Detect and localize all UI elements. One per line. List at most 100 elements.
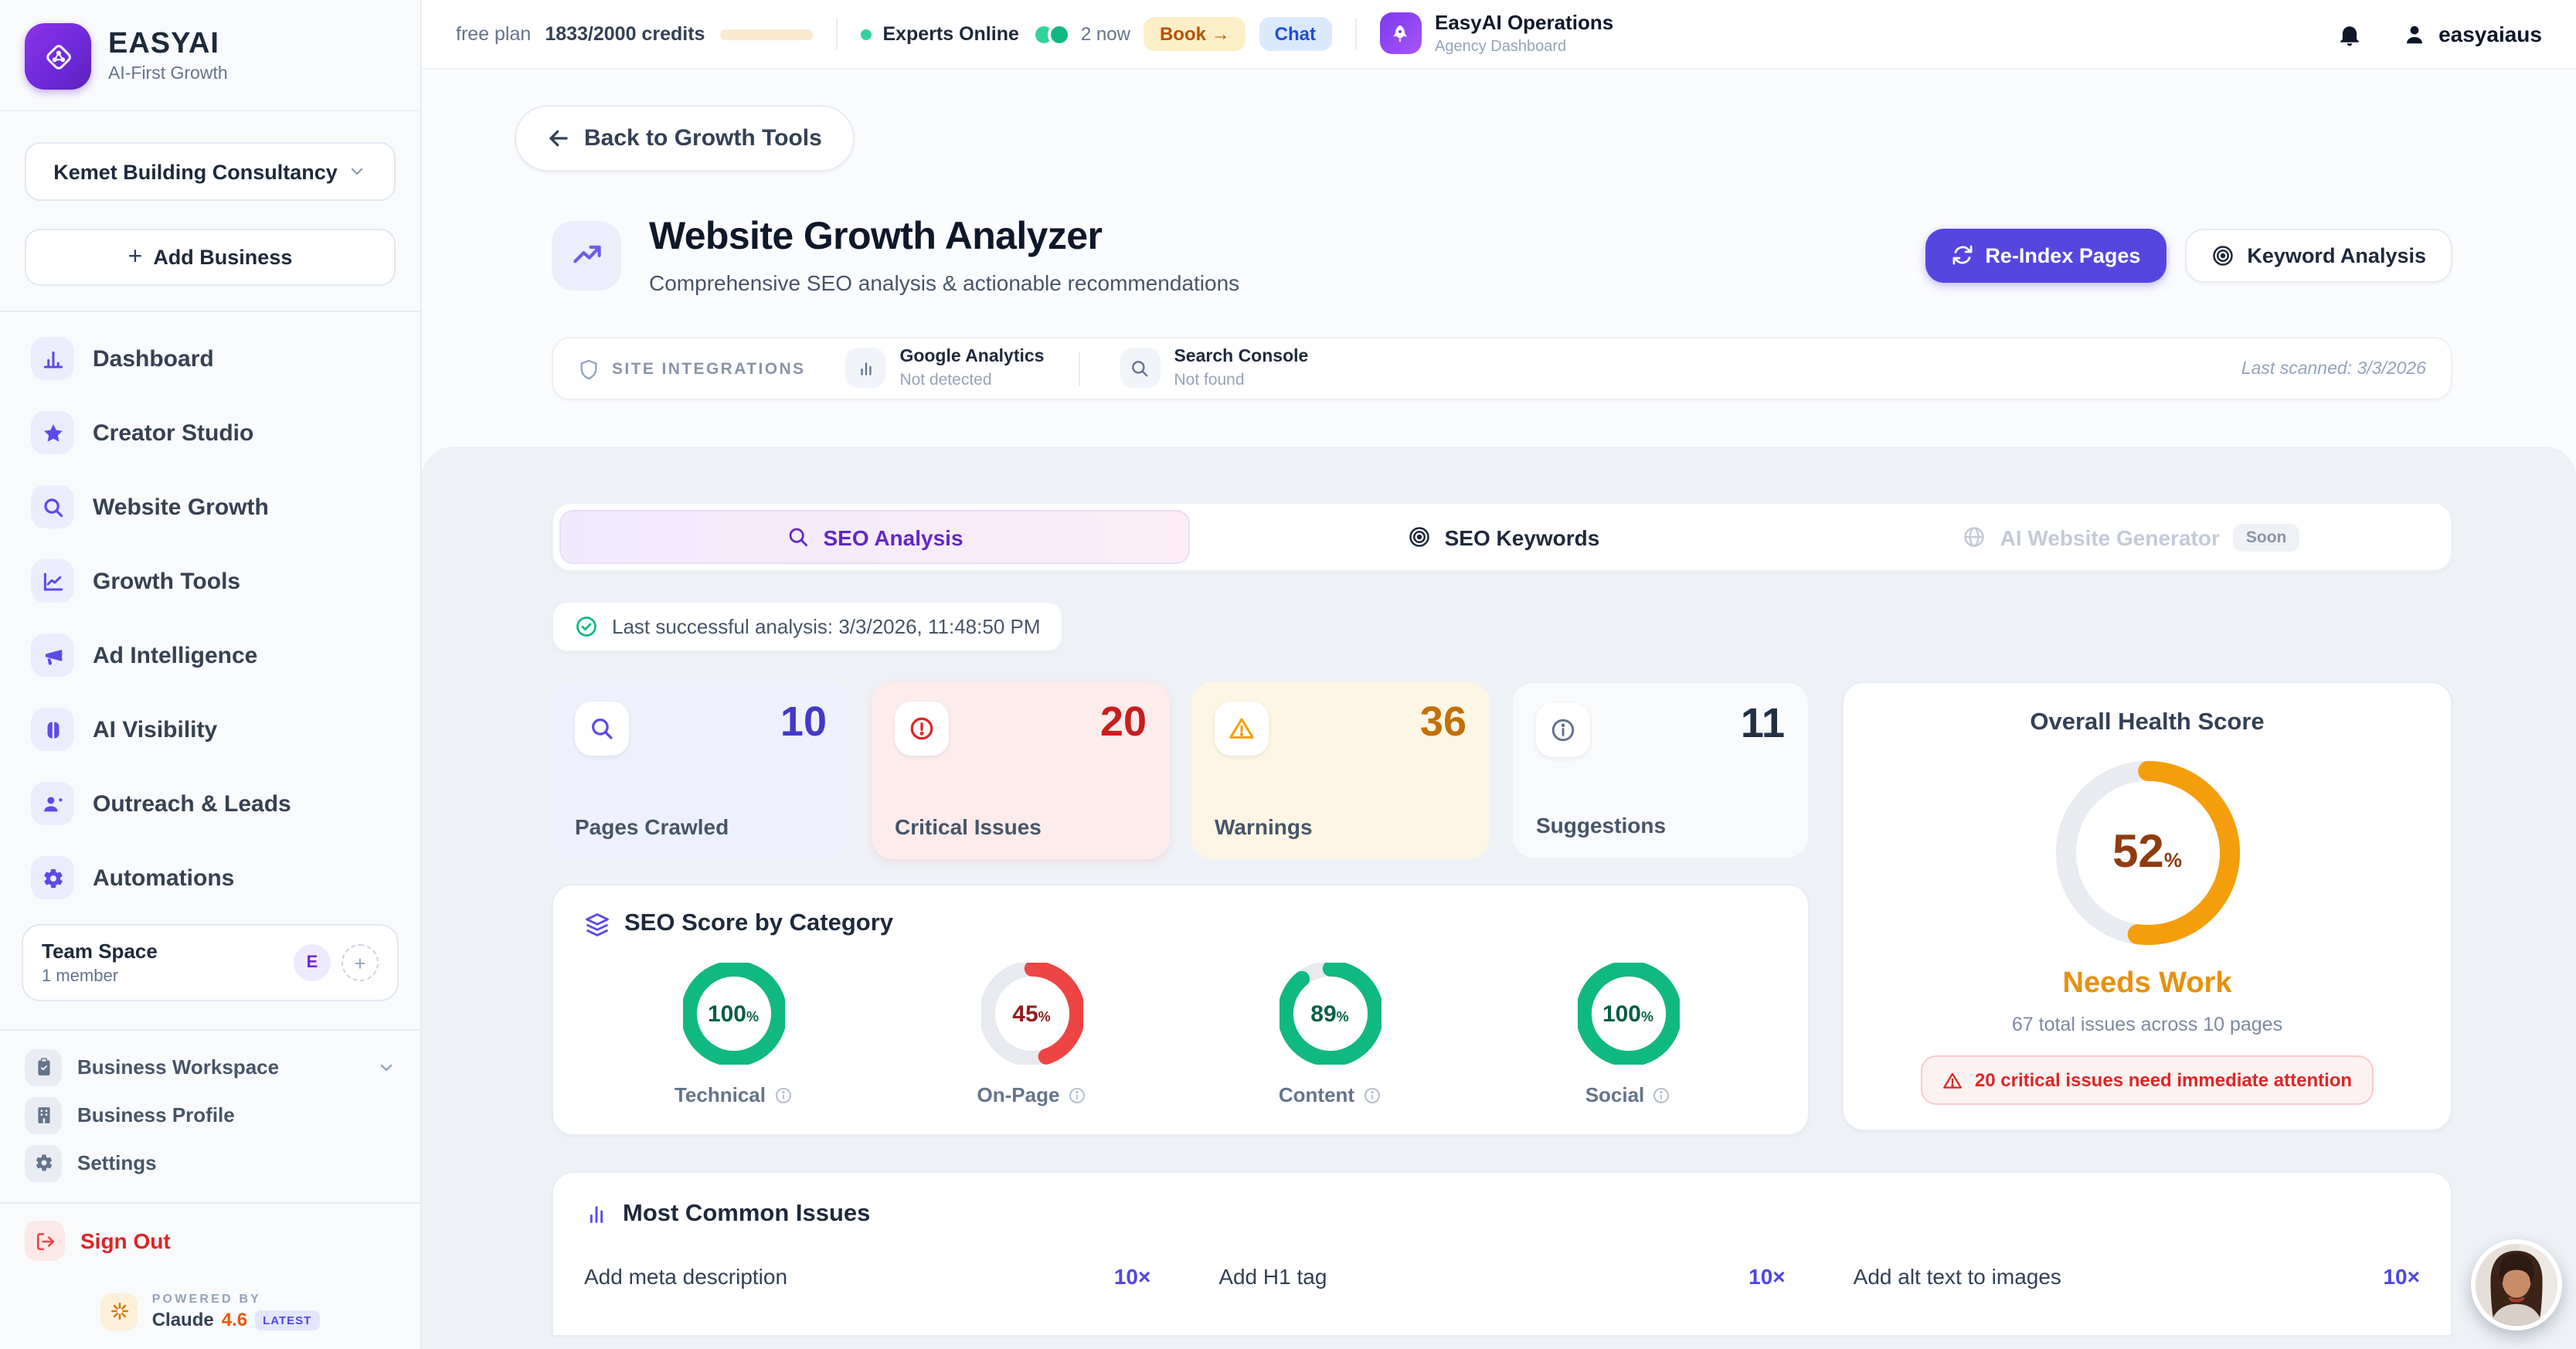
claude-version: 4.6 bbox=[221, 1309, 248, 1330]
sign-out-label: Sign Out bbox=[80, 1228, 171, 1253]
sidebar-item-label: Business Workspace bbox=[77, 1055, 280, 1079]
sidebar-item-label: Business Profile bbox=[77, 1103, 235, 1126]
sidebar-item-growth-tools[interactable]: Growth Tools bbox=[19, 550, 402, 612]
user-menu[interactable]: easyaiaus bbox=[2403, 22, 2542, 46]
health-summary: 67 total issues across 10 pages bbox=[2011, 1014, 2283, 1035]
layers-icon bbox=[586, 912, 609, 936]
sidebar-divider bbox=[0, 311, 420, 312]
integration-google-analytics: Google Analytics Not detected bbox=[845, 348, 1044, 389]
sidebar-item-settings[interactable]: Settings bbox=[25, 1139, 396, 1187]
sidebar-item-ad-intelligence[interactable]: Ad Intelligence bbox=[19, 624, 402, 686]
notifications-button[interactable] bbox=[2336, 21, 2363, 47]
user-plus-icon bbox=[31, 782, 74, 825]
info-icon[interactable] bbox=[773, 1086, 792, 1104]
category-content: 89% Content bbox=[1181, 963, 1479, 1106]
issue-item: Add alt text to images 10× bbox=[1854, 1264, 2420, 1289]
credits-label: 1833/2000 credits bbox=[545, 23, 705, 45]
integration-name: Google Analytics bbox=[899, 348, 1045, 367]
warning-triangle-icon bbox=[1942, 1072, 1962, 1088]
page-title: Website Growth Analyzer bbox=[649, 215, 1103, 258]
chat-button[interactable]: Chat bbox=[1259, 17, 1331, 51]
sign-out-button[interactable]: Sign Out bbox=[25, 1221, 396, 1261]
info-circle-icon bbox=[1536, 703, 1590, 757]
integration-status: Not found bbox=[1174, 370, 1245, 389]
sidebar-item-label: Automations bbox=[93, 865, 235, 891]
issue-item: Add H1 tag 10× bbox=[1218, 1264, 1785, 1289]
issue-label: Add meta description bbox=[584, 1264, 788, 1289]
experts-now-count: 2 now bbox=[1080, 23, 1130, 45]
donut-unit: % bbox=[1641, 1008, 1654, 1024]
latest-badge: LATEST bbox=[255, 1310, 320, 1330]
tab-seo-analysis[interactable]: SEO Analysis bbox=[559, 510, 1190, 564]
search-icon bbox=[1120, 348, 1161, 389]
donut-value: 100 bbox=[1602, 1001, 1641, 1027]
sidebar-item-dashboard[interactable]: Dashboard bbox=[19, 328, 402, 389]
support-chat-avatar[interactable] bbox=[2471, 1239, 2562, 1330]
workspace-section: Business Workspace Business Profile Sett… bbox=[0, 1031, 420, 1187]
add-member-button[interactable]: + bbox=[342, 944, 379, 981]
info-icon[interactable] bbox=[1362, 1086, 1381, 1104]
sidebar-item-business-workspace[interactable]: Business Workspace bbox=[25, 1043, 396, 1091]
stat-label: Suggestions bbox=[1536, 813, 1667, 838]
refresh-icon bbox=[1952, 245, 1972, 265]
chart-line-icon bbox=[31, 559, 74, 603]
claude-logo-icon bbox=[100, 1293, 138, 1330]
sidebar-item-outreach-leads[interactable]: Outreach & Leads bbox=[19, 773, 402, 834]
tab-ai-website-generator[interactable]: AI Website Generator Soon bbox=[1817, 510, 2445, 564]
sidebar-item-label: Ad Intelligence bbox=[93, 642, 258, 668]
sidebar-item-automations[interactable]: Automations bbox=[19, 847, 402, 909]
team-member-avatar: E bbox=[294, 944, 331, 981]
brain-icon bbox=[31, 708, 74, 751]
sidebar-item-label: Website Growth bbox=[93, 494, 269, 520]
info-icon[interactable] bbox=[1067, 1086, 1086, 1104]
org-subtitle: Agency Dashboard bbox=[1435, 38, 1567, 56]
integrations-label: SITE INTEGRATIONS bbox=[612, 359, 806, 378]
keyword-analysis-button[interactable]: Keyword Analysis bbox=[2185, 228, 2452, 282]
reindex-pages-button[interactable]: Re-Index Pages bbox=[1925, 228, 2167, 282]
donut-value: 45 bbox=[1012, 1001, 1038, 1027]
sidebar-item-creator-studio[interactable]: Creator Studio bbox=[19, 402, 402, 464]
star-icon bbox=[31, 411, 74, 454]
last-scanned: Last scanned: 3/3/2026 bbox=[2241, 359, 2426, 378]
back-button[interactable]: Back to Growth Tools bbox=[515, 105, 855, 172]
gear-icon bbox=[31, 856, 74, 899]
issues-list: Add meta description 10× Add H1 tag 10× … bbox=[584, 1264, 2420, 1289]
sidebar-nav: Dashboard Creator Studio Website Growth … bbox=[0, 312, 420, 921]
stat-label: Pages Crawled bbox=[575, 814, 729, 839]
issue-item: Add meta description 10× bbox=[584, 1264, 1150, 1289]
expert-avatar bbox=[1048, 22, 1072, 46]
sidebar-item-label: AI Visibility bbox=[93, 716, 218, 742]
last-analysis-pill: Last successful analysis: 3/3/2026, 11:4… bbox=[552, 601, 1064, 652]
org-switcher[interactable]: EasyAI Operations Agency Dashboard bbox=[1379, 12, 1613, 56]
sidebar-item-ai-visibility[interactable]: AI Visibility bbox=[19, 698, 402, 760]
category-social: 100% Social bbox=[1479, 963, 1777, 1106]
business-selector[interactable]: Kemet Building Consultancy bbox=[25, 142, 396, 201]
username: easyaiaus bbox=[2438, 22, 2542, 46]
integration-search-console: Search Console Not found bbox=[1120, 348, 1308, 389]
sidebar-item-business-profile[interactable]: Business Profile bbox=[25, 1091, 396, 1139]
sidebar-item-label: Outreach & Leads bbox=[93, 790, 291, 817]
donut-value: 89 bbox=[1310, 1001, 1337, 1027]
sidebar-item-label: Settings bbox=[77, 1151, 157, 1174]
plan-label: free plan bbox=[456, 23, 532, 45]
book-button[interactable]: Book → bbox=[1144, 17, 1246, 51]
experts-avatars bbox=[1032, 22, 1072, 46]
add-business-button[interactable]: + Add Business bbox=[25, 229, 396, 286]
check-circle-icon bbox=[576, 617, 596, 637]
search-icon bbox=[31, 485, 74, 528]
topbar: free plan 1833/2000 credits Experts Onli… bbox=[422, 0, 2576, 70]
tab-seo-keywords[interactable]: SEO Keywords bbox=[1190, 510, 1817, 564]
stat-card-critical-issues: 20 Critical Issues bbox=[872, 681, 1170, 859]
stat-label: Warnings bbox=[1215, 814, 1313, 839]
sidebar-divider bbox=[0, 1202, 420, 1204]
topbar-divider bbox=[836, 19, 838, 49]
donut-chart: 89% bbox=[1279, 963, 1381, 1065]
target-icon bbox=[2213, 245, 2234, 265]
info-icon[interactable] bbox=[1652, 1086, 1670, 1104]
rocket-icon bbox=[1379, 12, 1421, 55]
integration-name: Search Console bbox=[1174, 348, 1309, 367]
sidebar-item-label: Growth Tools bbox=[93, 568, 241, 594]
brand: EASYAI AI-First Growth bbox=[0, 0, 420, 111]
sidebar-item-website-growth[interactable]: Website Growth bbox=[19, 476, 402, 538]
